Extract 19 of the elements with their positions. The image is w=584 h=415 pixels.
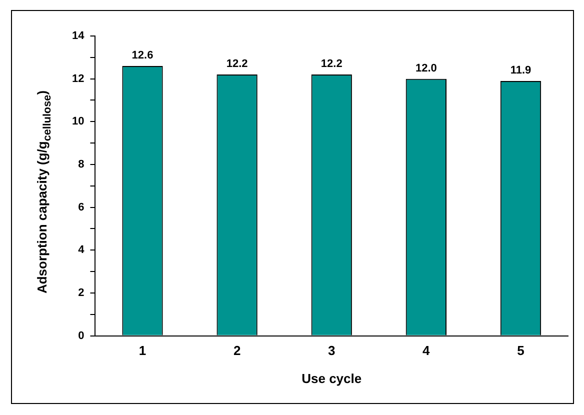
x-tick-label: 3 bbox=[328, 343, 336, 358]
y-tick-label: 6 bbox=[78, 201, 84, 214]
y-tick-label: 14 bbox=[72, 30, 86, 42]
y-tick-label: 0 bbox=[78, 330, 84, 342]
x-tick-label: 4 bbox=[422, 343, 431, 358]
y-tick-label: 4 bbox=[78, 244, 86, 256]
x-axis-title: Use cycle bbox=[302, 370, 362, 386]
x-tick-label: 1 bbox=[138, 343, 146, 358]
y-tick-label: 2 bbox=[78, 287, 84, 300]
x-tick-label: 5 bbox=[517, 343, 524, 358]
data-label: 11.9 bbox=[510, 64, 532, 76]
data-label: 12.6 bbox=[132, 50, 154, 62]
y-tick-label: 8 bbox=[78, 158, 84, 171]
x-tick-label: 2 bbox=[233, 343, 241, 358]
data-label: 12.2 bbox=[320, 58, 342, 70]
y-tick-label: 10 bbox=[72, 116, 84, 128]
data-label: 12.0 bbox=[415, 62, 437, 74]
y-tick-label: 12 bbox=[72, 72, 84, 85]
data-label: 12.2 bbox=[226, 58, 248, 70]
